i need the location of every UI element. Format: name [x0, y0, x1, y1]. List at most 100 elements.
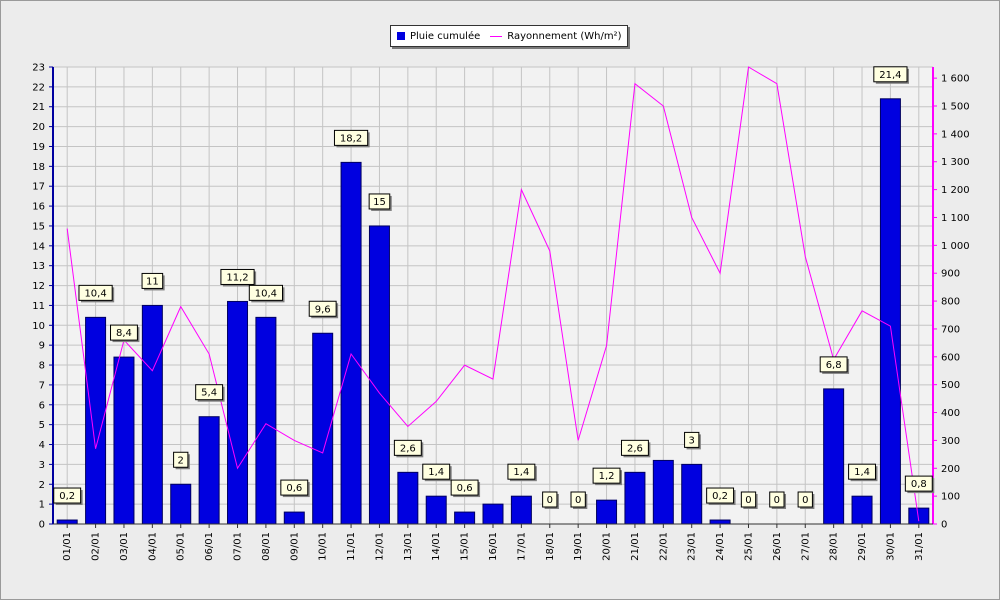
data-label-box — [507, 463, 536, 480]
data-label: 5,4 — [201, 388, 217, 399]
legend-swatch-radiation — [490, 35, 503, 37]
legend-label-radiation: Rayonnement (Wh/m²) — [507, 30, 622, 42]
x-axis-ticks: 01/01 02/01 03/01 04/01 05/01 06/01 07/01 08/01… — [62, 524, 925, 561]
right-tick-label: 0 — [941, 520, 947, 531]
data-label: 0,2 — [712, 491, 728, 502]
rain-bar — [482, 503, 504, 525]
data-label-box — [769, 491, 785, 508]
x-tick-label: 16/01 — [488, 532, 499, 561]
x-tick-label: 17/01 — [516, 532, 527, 561]
left-tick-label: 4 — [39, 440, 45, 451]
right-tick-label: 900 — [941, 269, 960, 280]
data-label-box — [195, 384, 224, 401]
data-label-box — [620, 439, 649, 456]
x-tick-label: 11/01 — [346, 532, 357, 561]
rain-bar — [56, 519, 78, 525]
left-tick-label: 11 — [32, 301, 45, 312]
data-label-box — [141, 272, 164, 289]
rain-bar — [170, 483, 192, 525]
data-label: 21,4 — [879, 70, 901, 81]
rain-bar — [397, 471, 419, 525]
left-tick-label: 10 — [32, 321, 45, 332]
data-label: 11 — [146, 276, 159, 287]
right-tick-label: 1 000 — [941, 241, 970, 252]
rain-bar — [454, 511, 476, 525]
rain-bar — [283, 511, 305, 525]
right-tick-label: 1 500 — [941, 102, 970, 113]
x-tick-label: 26/01 — [772, 532, 783, 561]
x-tick-label: 22/01 — [658, 532, 669, 561]
x-tick-label: 01/01 — [62, 532, 73, 561]
left-tick-label: 20 — [32, 122, 45, 133]
x-tick-label: 23/01 — [687, 532, 698, 561]
data-label: 2,6 — [400, 443, 416, 454]
data-label: 10,4 — [84, 288, 106, 299]
data-label: 0,6 — [457, 483, 473, 494]
data-label: 1,4 — [428, 467, 444, 478]
data-label-box — [740, 491, 757, 508]
legend-item-rain: Pluie cumulée — [397, 31, 480, 42]
data-label: 8,4 — [116, 328, 132, 339]
data-label-box — [333, 129, 369, 146]
data-label-box — [873, 66, 908, 83]
data-label: 9,6 — [315, 304, 331, 315]
x-tick-label: 21/01 — [630, 532, 641, 561]
right-tick-label: 1 300 — [941, 157, 970, 168]
x-tick-label: 08/01 — [261, 532, 272, 561]
rain-bar — [227, 300, 249, 525]
x-tick-label: 28/01 — [829, 532, 840, 561]
rain-bar — [198, 416, 220, 525]
data-label: 18,2 — [340, 133, 362, 144]
rain-bar — [425, 495, 447, 525]
data-label-box — [280, 479, 309, 496]
right-tick-label: 800 — [941, 297, 960, 308]
data-label-box — [819, 356, 848, 373]
legend-swatch-rain — [397, 32, 405, 40]
right-tick-label: 500 — [941, 380, 960, 391]
x-tick-label: 09/01 — [289, 532, 300, 561]
rain-bar — [879, 98, 901, 525]
data-label-box — [542, 491, 558, 508]
rain-bar — [113, 356, 135, 525]
legend: Pluie cumulée Rayonnement (Wh/m²) — [390, 25, 629, 47]
x-tick-label: 19/01 — [573, 532, 584, 561]
x-tick-label: 18/01 — [545, 532, 556, 561]
data-label: 0 — [802, 495, 808, 506]
right-tick-label: 700 — [941, 324, 960, 335]
data-label-box — [393, 439, 422, 456]
data-label: 2,6 — [627, 443, 643, 454]
left-tick-label: 1 — [39, 500, 45, 511]
data-label-box — [797, 491, 813, 508]
x-tick-label: 12/01 — [374, 532, 385, 561]
data-label: 0,8 — [911, 479, 927, 490]
data-label: 3 — [689, 435, 695, 446]
right-tick-label: 600 — [941, 352, 960, 363]
left-tick-label: 15 — [32, 221, 45, 232]
rain-bar — [709, 519, 731, 525]
data-label: 1,2 — [599, 471, 615, 482]
left-tick-label: 16 — [32, 202, 45, 213]
data-label: 0 — [547, 495, 553, 506]
data-label: 1,4 — [513, 467, 529, 478]
x-tick-label: 02/01 — [91, 532, 102, 561]
right-tick-label: 1 400 — [941, 129, 970, 140]
data-label: 2 — [178, 455, 184, 466]
right-tick-label: 300 — [941, 436, 960, 447]
x-tick-label: 07/01 — [233, 532, 244, 561]
rain-bar — [823, 388, 845, 525]
x-tick-label: 10/01 — [318, 532, 329, 561]
x-tick-label: 30/01 — [885, 532, 896, 561]
left-tick-label: 14 — [32, 241, 45, 252]
data-label: 0 — [575, 495, 581, 506]
x-tick-label: 29/01 — [857, 532, 868, 561]
x-tick-label: 20/01 — [602, 532, 613, 561]
left-tick-label: 7 — [39, 380, 45, 391]
left-tick-label: 12 — [32, 281, 45, 292]
left-tick-label: 18 — [32, 162, 45, 173]
x-tick-label: 14/01 — [431, 532, 442, 561]
left-tick-label: 5 — [39, 420, 45, 431]
left-tick-label: 21 — [32, 102, 45, 113]
left-tick-label: 0 — [39, 520, 45, 531]
x-tick-label: 06/01 — [204, 532, 215, 561]
